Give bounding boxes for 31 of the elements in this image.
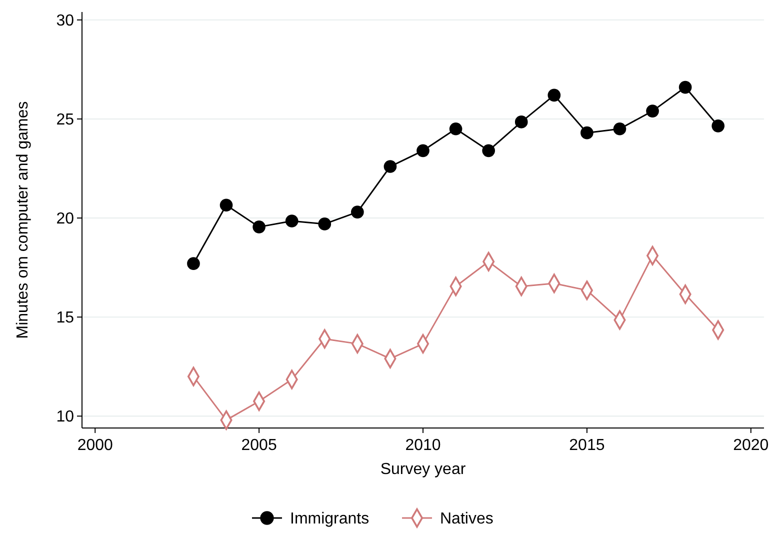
point	[514, 116, 528, 128]
point	[678, 80, 692, 94]
point	[187, 257, 200, 270]
legend-label: Natives	[440, 510, 494, 528]
y-tick-label: 15	[56, 310, 74, 327]
y-tick-label: 20	[56, 210, 74, 228]
x-tick-label: 2010	[405, 437, 441, 454]
point	[252, 220, 266, 234]
x-tick-label: 2020	[733, 437, 769, 454]
x-tick-label: 2000	[77, 437, 114, 454]
y-axis-title: Minutes om computer and games	[14, 101, 32, 339]
point	[548, 88, 561, 102]
point	[285, 214, 298, 228]
point	[482, 144, 495, 158]
point	[580, 126, 594, 140]
x-tick-label: 2005	[241, 437, 277, 454]
y-tick-label: 25	[56, 112, 74, 129]
point	[613, 122, 626, 136]
x-axis-title: Survey year	[380, 461, 466, 478]
point	[416, 144, 430, 158]
point	[351, 206, 364, 218]
legend-label: Immigrants	[290, 510, 370, 528]
x-tick-label: 2015	[569, 437, 605, 454]
point	[220, 198, 233, 212]
point	[449, 122, 462, 136]
y-tick-label: 30	[56, 12, 74, 30]
point	[712, 120, 725, 132]
y-tick-label: 10	[56, 408, 74, 426]
point	[318, 218, 332, 230]
point	[646, 104, 659, 118]
point	[384, 160, 397, 173]
